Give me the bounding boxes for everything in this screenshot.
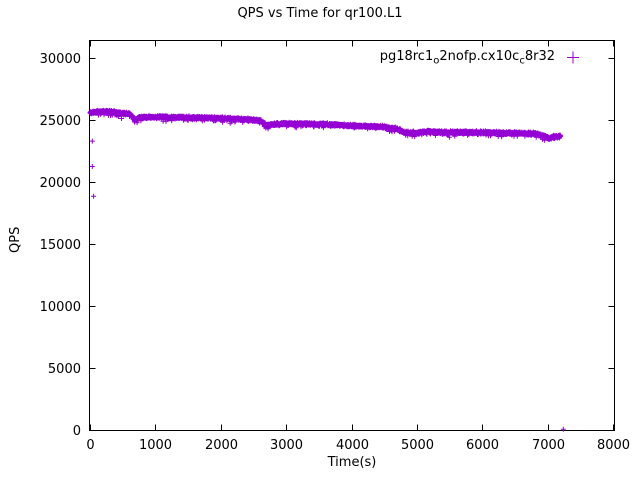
y-tick-label: 5000 bbox=[48, 362, 81, 377]
chart-title: QPS vs Time for qr100.L1 bbox=[237, 6, 403, 21]
y-axis-label: QPS bbox=[8, 226, 23, 253]
x-tick-label: 8000 bbox=[597, 438, 630, 453]
legend-label-subscript: c bbox=[519, 55, 525, 67]
axis-tick-labels: 0 1000 2000 3000 4000 5000 6000 7000 8000 0 5000 10… bbox=[40, 52, 630, 453]
x-tick-label: 0 bbox=[86, 438, 94, 453]
y-tick-label: 10000 bbox=[40, 300, 81, 315]
x-tick-label: 4000 bbox=[336, 438, 369, 453]
y-tick-label: 15000 bbox=[40, 238, 81, 253]
x-tick-label: 6000 bbox=[466, 438, 499, 453]
legend-marker bbox=[567, 51, 579, 64]
series-point-cloud bbox=[87, 107, 566, 432]
y-tick-label: 25000 bbox=[40, 114, 81, 129]
legend-label: pg18rc1o2nofp.cx10cc8r32 bbox=[379, 49, 555, 67]
x-tick-label: 3000 bbox=[270, 438, 303, 453]
x-tick-label: 5000 bbox=[401, 438, 434, 453]
legend-label-subscript: o bbox=[433, 55, 440, 67]
x-tick-label: 7000 bbox=[532, 438, 565, 453]
axis-ticks bbox=[89, 40, 615, 431]
x-axis-label: Time(s) bbox=[327, 455, 377, 470]
y-tick-label: 0 bbox=[73, 424, 81, 439]
y-tick-label: 20000 bbox=[40, 176, 81, 191]
y-tick-label: 30000 bbox=[40, 52, 81, 67]
x-tick-label: 2000 bbox=[205, 438, 238, 453]
plot-border bbox=[89, 40, 615, 431]
x-tick-label: 1000 bbox=[139, 438, 172, 453]
